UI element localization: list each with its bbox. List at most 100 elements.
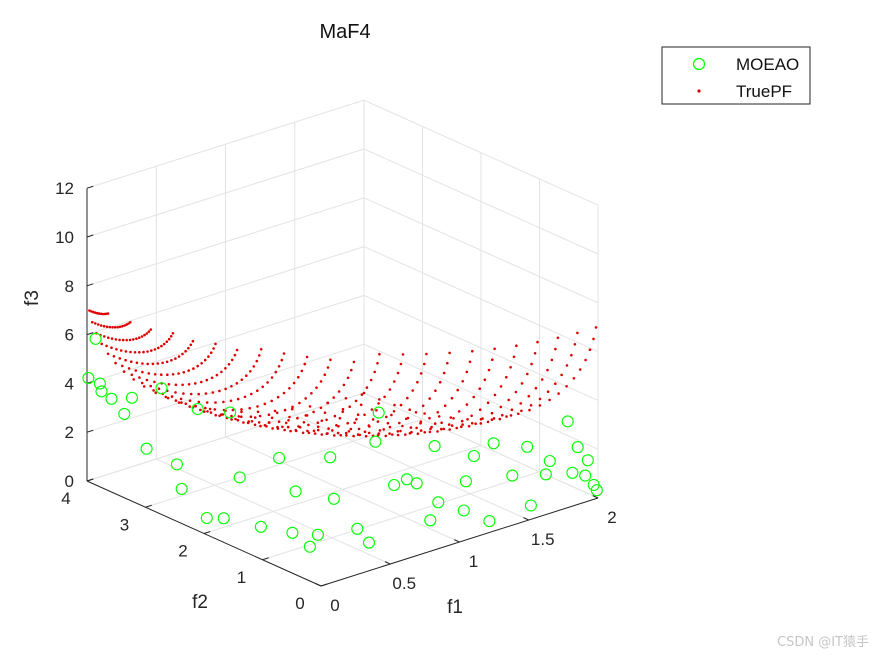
truepf-point bbox=[240, 410, 243, 414]
truepf-point bbox=[174, 383, 178, 387]
truepf-point bbox=[460, 419, 464, 423]
moeao-point bbox=[424, 514, 437, 527]
truepf-point bbox=[291, 407, 294, 411]
truepf-point bbox=[189, 392, 193, 396]
truepf-point bbox=[177, 372, 180, 375]
truepf-point bbox=[184, 349, 187, 353]
truepf-point bbox=[187, 383, 191, 386]
truepf-point bbox=[214, 413, 217, 417]
truepf-point bbox=[153, 373, 157, 376]
truepf-point bbox=[292, 381, 296, 385]
moeao-point bbox=[200, 511, 213, 525]
truepf-point bbox=[359, 403, 363, 407]
truepf-point bbox=[414, 411, 418, 414]
truepf-point bbox=[203, 410, 206, 413]
moeao-point bbox=[93, 377, 106, 390]
truepf-point bbox=[578, 368, 582, 371]
truepf-point bbox=[169, 335, 173, 338]
truepf-point bbox=[181, 352, 184, 356]
grid-line bbox=[363, 148, 599, 255]
truepf-point bbox=[572, 377, 576, 380]
truepf-point bbox=[455, 426, 459, 430]
truepf-point bbox=[132, 338, 135, 341]
x-tick bbox=[384, 561, 391, 565]
truepf-point bbox=[452, 417, 455, 420]
truepf-point bbox=[142, 385, 146, 388]
truepf-point bbox=[167, 337, 171, 341]
x-tick bbox=[523, 517, 529, 521]
truepf-point bbox=[298, 426, 302, 429]
truepf-point bbox=[249, 415, 253, 419]
truepf-point bbox=[242, 421, 245, 424]
truepf-point bbox=[140, 335, 144, 338]
truepf-point bbox=[530, 362, 533, 366]
truepf-point bbox=[164, 395, 168, 399]
truepf-point bbox=[294, 428, 298, 432]
moeao-point bbox=[273, 451, 286, 465]
truepf-point bbox=[281, 425, 284, 429]
truepf-point bbox=[388, 432, 391, 435]
legend-box bbox=[661, 46, 811, 105]
truepf-point bbox=[312, 410, 315, 414]
truepf-point bbox=[408, 408, 412, 412]
truepf-point bbox=[230, 414, 233, 418]
truepf-point bbox=[288, 387, 291, 390]
truepf-point bbox=[341, 410, 345, 414]
truepf-point bbox=[282, 391, 286, 395]
truepf-point bbox=[457, 410, 461, 413]
truepf-point bbox=[280, 358, 284, 362]
truepf-point bbox=[273, 409, 277, 413]
z-tick bbox=[86, 283, 94, 287]
truepf-point bbox=[209, 411, 213, 414]
watermark: CSDN @IT猿手 bbox=[777, 635, 869, 650]
truepf-point bbox=[188, 399, 192, 403]
truepf-point bbox=[174, 391, 177, 394]
truepf-point bbox=[157, 387, 161, 391]
truepf-point bbox=[141, 362, 144, 365]
truepf-point bbox=[526, 372, 529, 376]
moeao-point bbox=[561, 415, 574, 428]
truepf-point bbox=[450, 424, 454, 427]
truepf-point bbox=[540, 378, 544, 381]
truepf-point bbox=[253, 423, 257, 427]
truepf-point bbox=[230, 418, 233, 421]
truepf-point bbox=[162, 342, 166, 346]
truepf-point bbox=[171, 332, 175, 335]
truepf-point bbox=[557, 392, 560, 395]
truepf-point bbox=[410, 430, 413, 434]
truepf-point bbox=[110, 346, 113, 350]
truepf-point bbox=[570, 353, 573, 357]
truepf-point bbox=[121, 324, 124, 328]
truepf-point bbox=[377, 432, 381, 435]
moeao-point bbox=[303, 540, 316, 553]
truepf-point bbox=[113, 326, 117, 329]
truepf-point bbox=[218, 389, 221, 393]
truepf-point bbox=[437, 415, 441, 418]
truepf-point bbox=[119, 349, 123, 352]
grid-line bbox=[363, 343, 599, 450]
truepf-point bbox=[160, 344, 163, 348]
y-tick bbox=[320, 583, 328, 587]
grid-line bbox=[363, 99, 599, 206]
truepf-point bbox=[92, 310, 95, 314]
truepf-point bbox=[127, 322, 130, 325]
truepf-point bbox=[346, 376, 350, 380]
moeao-point bbox=[543, 454, 556, 468]
truepf-point bbox=[354, 399, 358, 403]
moeao-point bbox=[539, 468, 552, 481]
truepf-point bbox=[376, 420, 380, 423]
truepf-point bbox=[257, 421, 261, 424]
truepf-point bbox=[170, 395, 174, 398]
truepf-point bbox=[263, 402, 267, 406]
truepf-point bbox=[378, 352, 381, 356]
truepf-point bbox=[429, 427, 432, 431]
truepf-point bbox=[108, 325, 112, 329]
moeao-point bbox=[457, 504, 470, 517]
truepf-point bbox=[353, 421, 357, 425]
truepf-point bbox=[442, 371, 446, 375]
truepf-point bbox=[365, 386, 369, 389]
truepf-point bbox=[188, 405, 191, 408]
truepf-point bbox=[490, 411, 494, 415]
truepf-point bbox=[149, 328, 153, 331]
z-tick-label: 0 bbox=[65, 472, 74, 491]
